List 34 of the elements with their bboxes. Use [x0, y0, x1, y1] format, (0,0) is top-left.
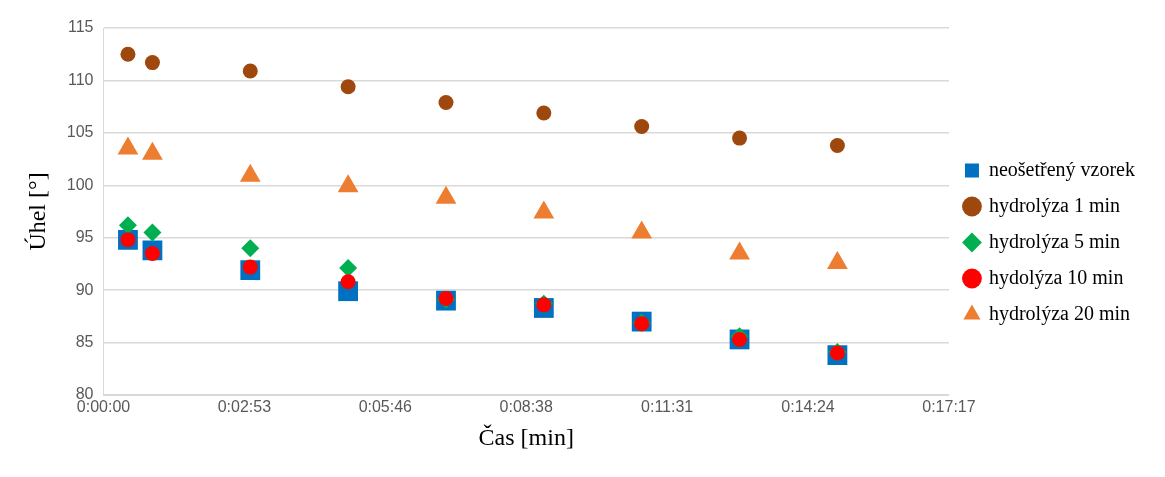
y-tick-label: 90: [75, 280, 94, 298]
x-tick-label: 0:11:31: [641, 398, 694, 416]
legend-label: neošetřený vzorek: [988, 157, 1135, 181]
point: [241, 239, 260, 258]
point: [438, 94, 454, 110]
point: [144, 55, 160, 71]
legend-label: hydolýza 10 min: [988, 265, 1124, 289]
point: [242, 63, 258, 79]
y-tick-label: 85: [75, 332, 94, 350]
x-tick-label: 0:14:24: [781, 398, 835, 416]
point: [118, 216, 137, 235]
x-tick-label: 0:02:53: [217, 398, 272, 416]
point: [340, 79, 356, 95]
y-tick-label: 110: [67, 70, 94, 88]
point: [536, 105, 552, 121]
y-tick-label: 105: [66, 123, 94, 141]
y-tick-label: 100: [66, 175, 94, 193]
x-tick-label: 0:00:00: [76, 398, 131, 416]
legend-label: hydrolýza 5 min: [988, 229, 1121, 253]
point: [829, 137, 845, 153]
y-tick-label: 115: [67, 18, 94, 36]
x-tick-label: 0:17:17: [922, 398, 976, 416]
x-tick-label: 0:05:46: [358, 398, 413, 416]
x-tick-label: 0:08:38: [499, 398, 554, 416]
x-axis-title: Čas [min]: [478, 423, 574, 450]
legend-label: hydrolýza 20 min: [988, 301, 1131, 325]
legend-label: hydrolýza 1 min: [988, 193, 1121, 217]
y-tick-label: 95: [75, 228, 94, 246]
point: [120, 46, 136, 62]
y-axis-title: Úhel [°]: [23, 172, 50, 251]
point: [732, 130, 748, 146]
point: [143, 223, 162, 242]
point: [340, 274, 356, 290]
point: [634, 119, 650, 135]
